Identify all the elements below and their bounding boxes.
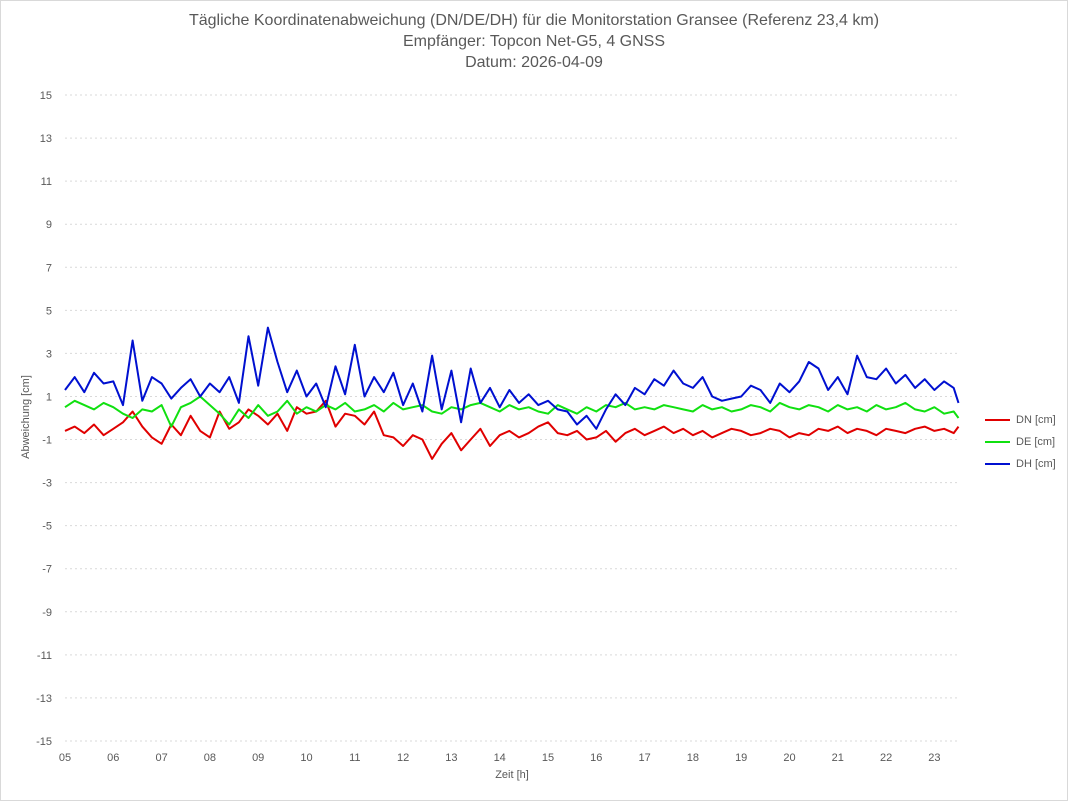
x-tick-label: 13 [445,752,457,764]
x-tick-label: 19 [735,752,747,764]
x-tick-label: 22 [880,752,892,764]
y-tick-label: -5 [42,521,52,533]
y-tick-label: 7 [46,262,52,274]
y-tick-label: -1 [42,435,52,447]
legend-item-de: DE [cm] [985,431,1056,453]
chart-legend: DN [cm] DE [cm] DH [cm] [985,409,1056,475]
x-tick-label: 07 [155,752,167,764]
y-tick-label: 3 [46,348,52,360]
y-tick-label: -15 [36,736,52,748]
chart-subtitle-receiver: Empfänger: Topcon Net-G5, 4 GNSS [402,33,666,50]
legend-item-dh: DH [cm] [985,453,1056,475]
y-tick-label: 1 [46,391,52,403]
x-tick-label: 09 [252,752,264,764]
x-axis-title: Zeit [h] [495,769,529,781]
legend-label: DH [cm] [1016,458,1056,470]
y-tick-label: -9 [42,607,52,619]
x-tick-label: 20 [783,752,795,764]
y-tick-label: -13 [36,693,52,705]
y-tick-label: 11 [41,176,52,188]
legend-label: DN [cm] [1016,414,1056,426]
x-tick-label: 23 [928,752,940,764]
series-line-de [64,395,960,428]
chart-title: Tägliche Koordinatenabweichung (DN/DE/DH… [188,12,880,29]
y-axis-title: Abweichung [cm] [20,375,32,459]
legend-swatch [985,441,1010,443]
y-tick-label: 15 [40,90,52,102]
x-tick-label: 21 [832,752,844,764]
x-tick-label: 05 [59,752,71,764]
legend-swatch [985,463,1010,465]
series-line-dn [64,399,960,460]
x-tick-label: 12 [397,752,409,764]
chart-subtitle-date: Datum: 2026-04-09 [465,54,603,71]
y-tick-label: 13 [40,133,52,145]
x-tick-label: 18 [687,752,699,764]
y-tick-label: -3 [42,478,52,490]
x-tick-label: 08 [204,752,216,764]
legend-swatch [985,419,1010,421]
y-tick-label: -7 [42,564,52,576]
y-tick-label: -11 [37,650,52,662]
legend-label: DE [cm] [1016,436,1056,448]
y-tick-label: 9 [46,219,52,231]
x-tick-label: 11 [349,752,360,764]
x-tick-label: 14 [494,752,506,764]
gridlines [65,94,960,742]
series-lines [64,326,960,460]
series-line-dh [64,326,960,430]
y-tick-label: 5 [46,305,52,317]
y-tick-labels: 15 13 11 9 7 5 3 1 -1 -3 -5 -7 -9 -11 -13 -15 [36,90,52,748]
x-tick-label: 17 [638,752,650,764]
x-tick-label: 16 [590,752,602,764]
x-tick-label: 06 [107,752,119,764]
x-tick-labels: 05 06 07 08 09 10 11 12 13 14 15 16 17 18 19 20 21 22 23 [59,752,941,764]
x-tick-label: 15 [542,752,554,764]
chart-titles: Tägliche Koordinatenabweichung (DN/DE/DH… [0,10,1068,73]
x-tick-label: 10 [300,752,312,764]
legend-item-dn: DN [cm] [985,409,1056,431]
